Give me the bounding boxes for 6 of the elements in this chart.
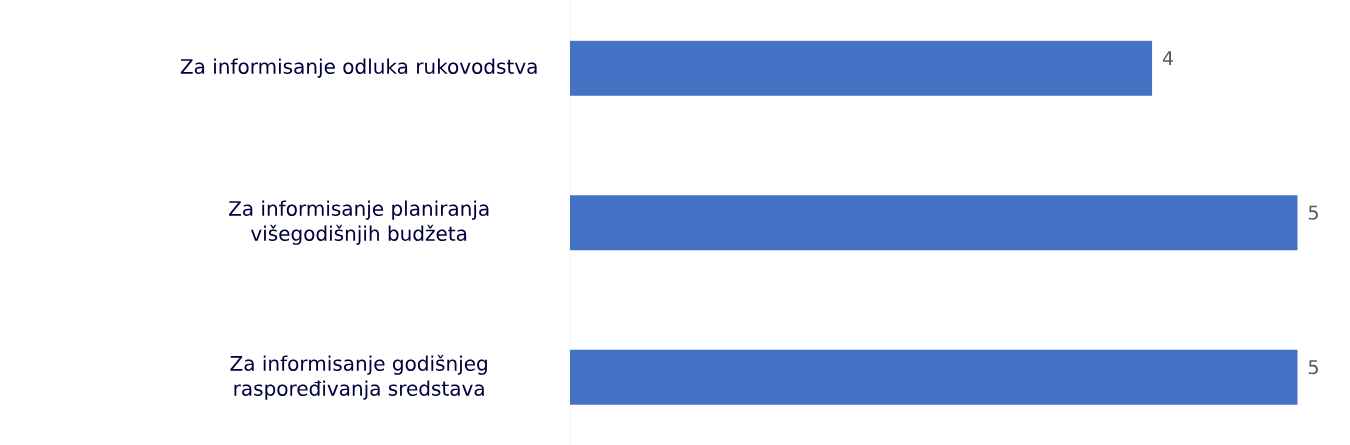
y-tick-label: Za informisanje godišnjeg raspoređivanja sredstava bbox=[230, 354, 487, 400]
y-tick-label: Za informisanje odluka rukovodstva bbox=[180, 58, 537, 78]
y-tick-label: Za informisanje planiranja višegodišnjih budžeta bbox=[229, 200, 489, 245]
data-label: 4 bbox=[1162, 51, 1173, 65]
data-label: 5 bbox=[1308, 205, 1318, 220]
data-label: 5 bbox=[1308, 359, 1318, 375]
